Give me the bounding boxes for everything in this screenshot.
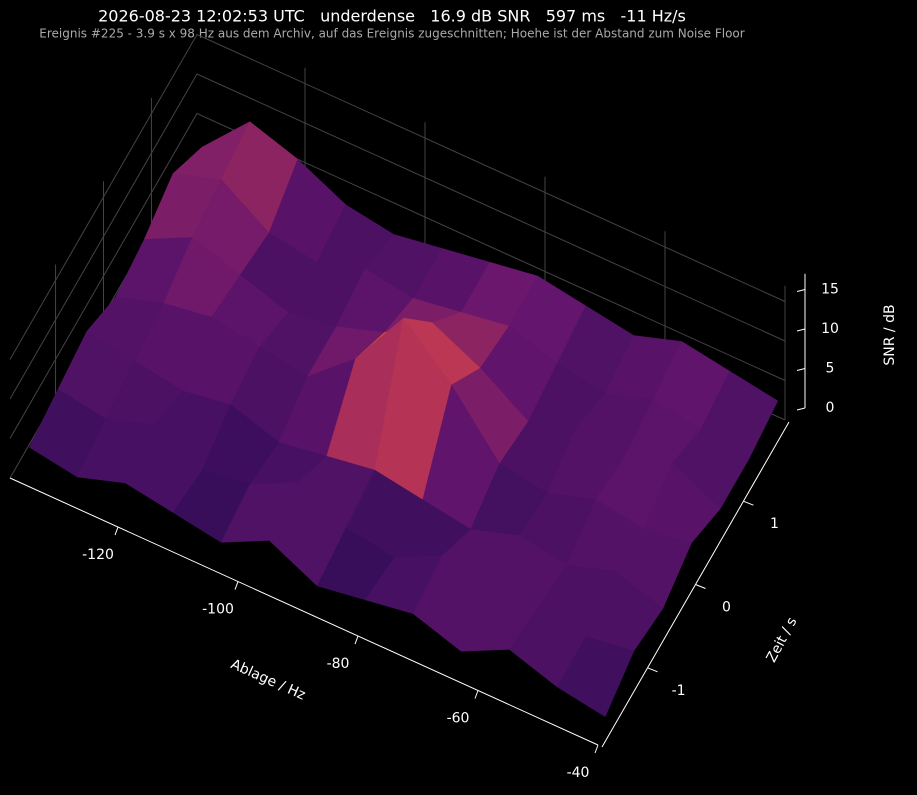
- x-tick: [594, 744, 599, 754]
- x-tick: [354, 635, 359, 645]
- z-tick: [796, 407, 806, 411]
- z-axis-label: SNR / dB: [882, 304, 898, 365]
- x-axis: [9, 477, 599, 746]
- x-tick-label: -80: [327, 656, 350, 672]
- x-tick: [474, 690, 479, 699]
- y-tick: [695, 584, 706, 589]
- grid-line: [9, 33, 786, 360]
- z-tick-label: 0: [826, 400, 835, 416]
- z-tick: [796, 328, 806, 332]
- z-tick-label: 10: [821, 321, 839, 337]
- z-tick: [796, 289, 806, 292]
- z-tick: [796, 368, 806, 371]
- y-tick: [743, 500, 754, 506]
- y-tick-label: -1: [672, 683, 686, 699]
- x-tick-label: -120: [82, 547, 114, 563]
- x-axis-label: Ablage / Hz: [228, 656, 308, 703]
- z-tick-label: 15: [821, 282, 839, 298]
- y-tick: [647, 667, 658, 673]
- grid-line: [9, 112, 786, 439]
- x-tick: [114, 526, 119, 536]
- x-tick: [234, 581, 239, 590]
- chart-subtitle: Ereignis #225 - 3.9 s x 98 Hz aus dem Ar…: [39, 27, 744, 41]
- x-tick-label: -60: [447, 711, 470, 727]
- x-tick-label: -40: [567, 765, 590, 781]
- surface-cell: [556, 636, 635, 718]
- y-tick-label: 1: [770, 516, 779, 532]
- z-tick-label: 5: [826, 361, 835, 377]
- grid-line: [9, 73, 786, 400]
- x-tick-label: -100: [202, 602, 234, 618]
- y-axis-label: Zeit / s: [764, 615, 801, 665]
- y-tick-label: 0: [722, 600, 731, 616]
- chart-title: 2026-08-23 12:02:53 UTC underdense 16.9 …: [98, 7, 686, 26]
